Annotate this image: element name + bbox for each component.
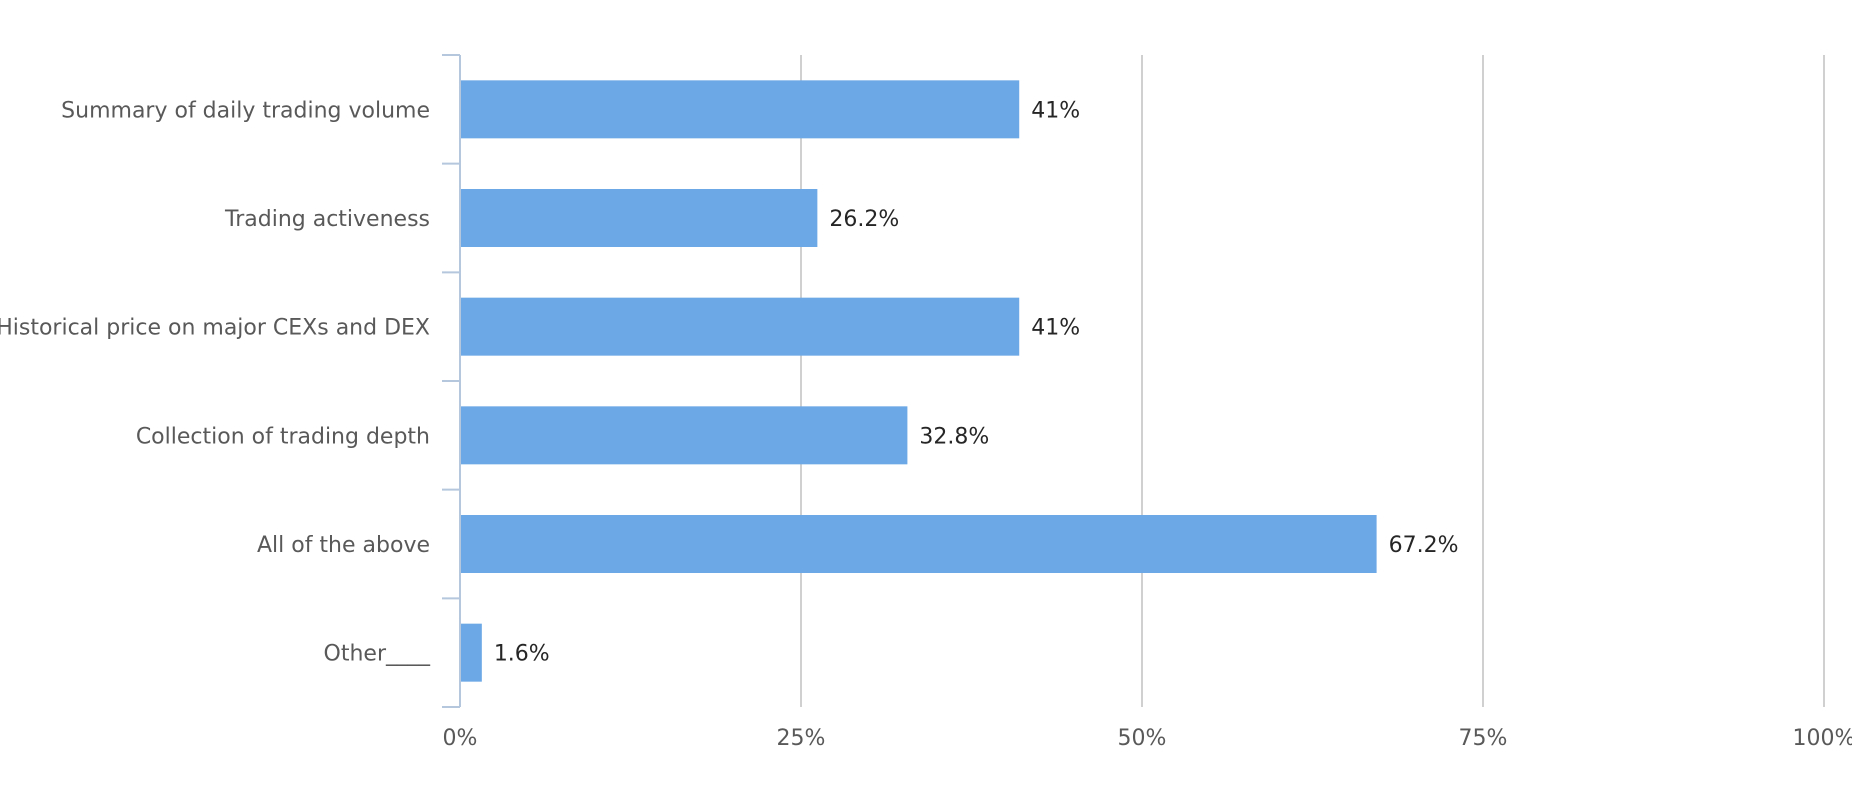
bar-4 <box>460 515 1377 573</box>
category-label-5: Other____ <box>324 642 431 667</box>
bar-3 <box>460 406 908 465</box>
gridlines <box>800 55 1825 707</box>
category-label-0: Summary of daily trading volume <box>61 98 430 123</box>
bar-0 <box>460 80 1020 139</box>
bar-5 <box>460 623 482 682</box>
x-tick-label-0: 0% <box>443 726 478 751</box>
category-label-1: Trading activeness <box>224 207 430 232</box>
category-label-2: Historical price on major CEXs and DEX <box>0 316 430 341</box>
x-tick-label-75: 75% <box>1459 726 1508 751</box>
category-labels: Summary of daily trading volume Trading a… <box>0 98 431 666</box>
x-tick-label-25: 25% <box>777 726 826 751</box>
data-label-2: 41% <box>1031 316 1080 341</box>
data-label-4: 67.2% <box>1389 533 1459 558</box>
data-labels: 41% 26.2% 41% 32.8% 67.2% 1.6% <box>494 98 1459 666</box>
data-label-3: 32.8% <box>919 424 989 449</box>
x-tick-label-100: 100% <box>1793 726 1852 751</box>
data-label-5: 1.6% <box>494 642 550 667</box>
bars <box>460 80 1377 682</box>
data-label-0: 41% <box>1031 98 1080 123</box>
category-label-4: All of the above <box>257 533 430 558</box>
data-label-1: 26.2% <box>829 207 899 232</box>
bar-1 <box>460 189 818 247</box>
x-tick-labels: 0% 25% 50% 75% 100% <box>443 726 1852 751</box>
category-label-3: Collection of trading depth <box>136 424 430 449</box>
x-tick-label-50: 50% <box>1118 726 1167 751</box>
category-axis <box>442 54 461 708</box>
bar-2 <box>460 297 1020 356</box>
